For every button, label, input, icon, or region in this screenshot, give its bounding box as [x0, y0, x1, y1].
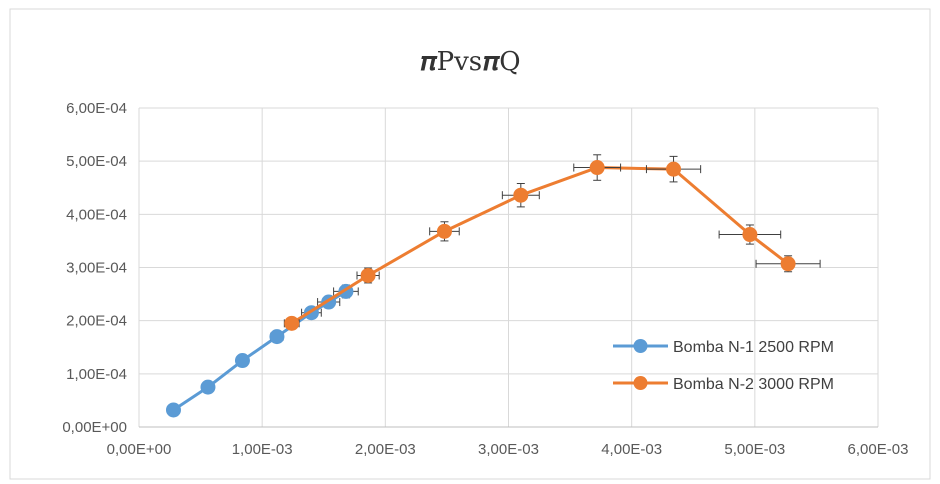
data-point — [666, 161, 682, 177]
x-tick-label: 2,00E-03 — [355, 441, 416, 458]
data-point — [589, 160, 605, 176]
y-tick-label: 0,00E+00 — [62, 419, 127, 436]
grid — [138, 107, 879, 428]
y-tick-label: 2,00E-04 — [66, 313, 127, 330]
x-tick-label: 0,00E+00 — [107, 441, 172, 458]
data-point — [436, 223, 452, 239]
y-tick-label: 6,00E-04 — [66, 100, 127, 117]
y-tick-label: 3,00E-04 — [66, 260, 127, 277]
y-tick-label: 4,00E-04 — [66, 206, 127, 223]
data-point — [742, 227, 758, 243]
axes: 0,00E+00 1,00E-03 2,00E-03 3,00E-03 4,00E-03… — [62, 100, 908, 458]
series — [165, 154, 821, 418]
series-2 — [283, 154, 821, 331]
legend-marker — [633, 339, 648, 353]
data-point — [200, 379, 216, 395]
data-point — [269, 329, 285, 345]
chart-border — [9, 8, 931, 480]
chart-title: 𝝅Pvs𝝅Q — [419, 47, 520, 77]
data-point — [513, 187, 529, 203]
series-line — [290, 166, 790, 325]
legend: Bomba N-1 2500 RPM Bomba N-2 3000 RPM — [613, 339, 834, 393]
data-point — [360, 267, 376, 283]
legend-marker — [633, 376, 648, 390]
x-tick-label: 6,00E-03 — [848, 441, 909, 458]
x-tick-label: 3,00E-03 — [478, 441, 539, 458]
x-tick-label: 4,00E-03 — [601, 441, 662, 458]
data-point — [780, 256, 796, 272]
data-point — [165, 402, 181, 418]
legend-label: Bomba N-2 3000 RPM — [673, 376, 834, 393]
legend-label: Bomba N-1 2500 RPM — [673, 339, 834, 356]
y-tick-label: 1,00E-04 — [66, 366, 127, 383]
legend-item-2: Bomba N-2 3000 RPM — [613, 376, 834, 393]
data-point — [284, 315, 300, 331]
x-tick-label: 5,00E-03 — [724, 441, 785, 458]
data-point — [234, 353, 250, 369]
legend-item-1: Bomba N-1 2500 RPM — [613, 339, 834, 356]
y-tick-label: 5,00E-04 — [66, 153, 127, 170]
x-tick-label: 1,00E-03 — [232, 441, 293, 458]
